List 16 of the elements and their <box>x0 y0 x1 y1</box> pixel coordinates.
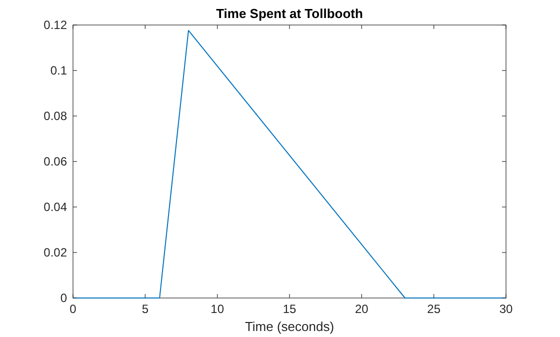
y-tick-label: 0.08 <box>44 109 68 123</box>
x-tick-label: 15 <box>282 302 296 316</box>
x-tick-label: 5 <box>142 302 149 316</box>
y-tick-label: 0.1 <box>50 64 68 78</box>
y-tick-label: 0 <box>60 291 68 305</box>
x-tick-label: 30 <box>499 302 513 316</box>
y-tick-label: 0.12 <box>44 18 68 32</box>
x-tick-label: 10 <box>210 302 224 316</box>
x-tick-label: 0 <box>70 302 77 316</box>
y-tick-label: 0.02 <box>44 246 68 260</box>
y-tick-label: 0.06 <box>44 154 68 168</box>
y-tick-label: 0.04 <box>44 200 68 214</box>
x-axis-title: Time (seconds) <box>244 319 334 334</box>
chart-title: Time Spent at Tollbooth <box>216 6 363 21</box>
x-tick-label: 25 <box>427 302 441 316</box>
x-tick-label: 20 <box>354 302 369 316</box>
